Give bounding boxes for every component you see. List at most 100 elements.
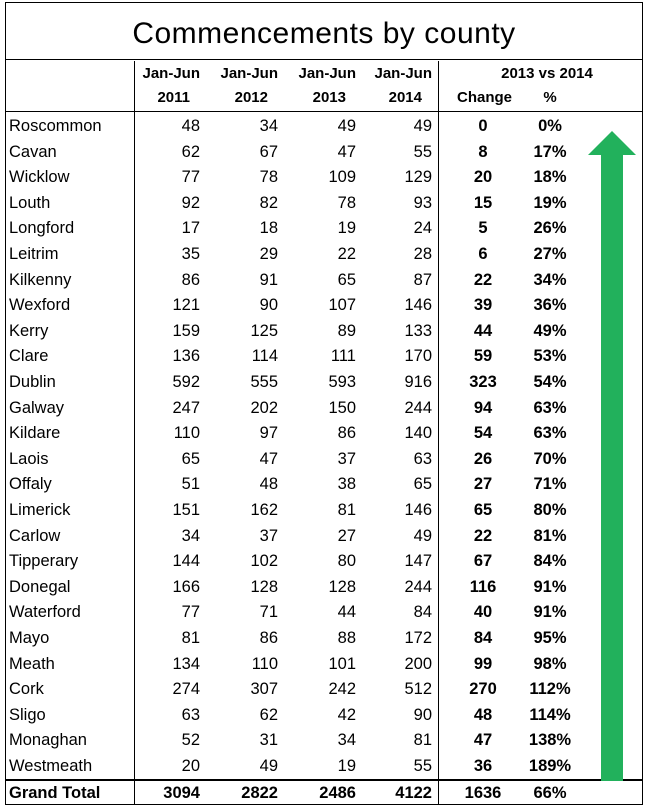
value-2012: 78	[259, 168, 278, 187]
value-2012: 90	[259, 296, 278, 315]
value-2012: 37	[259, 526, 278, 545]
table-row: Meath 134 110 101 200 99 98%	[6, 652, 642, 678]
value-2014: 81	[413, 731, 432, 750]
change-value: 99	[473, 654, 493, 673]
change-value: 6	[478, 245, 488, 263]
value-2012: 307	[250, 680, 278, 699]
table-row: Carlow 34 37 27 49 22 81%	[6, 524, 642, 550]
pct-value: 17%	[533, 142, 567, 161]
pct-value: 18%	[533, 168, 567, 187]
divider	[134, 61, 135, 804]
value-2014: 55	[413, 142, 432, 161]
value-2013: 89	[337, 321, 356, 340]
pct-value: 27%	[533, 245, 567, 263]
value-2011: 151	[172, 501, 200, 519]
change-value: 0	[478, 117, 488, 135]
pct-value: 84%	[533, 552, 567, 571]
value-2014: 84	[413, 603, 432, 622]
county: Galway	[9, 398, 65, 417]
total-pct: 66%	[533, 784, 567, 802]
value-2012: 110	[251, 654, 278, 673]
value-2014: 28	[413, 245, 432, 263]
table-row: Wicklow 77 78 109 129 20 18%	[6, 165, 642, 191]
value-2012: 48	[259, 475, 278, 494]
table-row: Monaghan 52 31 34 81 47 138%	[6, 728, 642, 754]
value-2011: 136	[172, 347, 200, 366]
county: Louth	[9, 193, 51, 212]
value-2012: 82	[259, 193, 278, 212]
value-2011: 81	[181, 629, 200, 647]
value-2011: 86	[181, 270, 200, 289]
value-2013: 128	[328, 577, 356, 596]
value-2012: 62	[259, 705, 278, 724]
county: Offaly	[9, 475, 52, 494]
value-2012: 91	[259, 270, 278, 289]
pct-value: 63%	[533, 398, 567, 417]
table-row: Kildare 110 97 86 140 54 63%	[6, 421, 642, 447]
change-value: 94	[473, 398, 493, 417]
total-2012: 2822	[241, 784, 278, 802]
value-2011: 20	[181, 757, 200, 775]
value-2011: 110	[173, 424, 200, 443]
value-2011: 274	[172, 680, 200, 699]
county: Cavan	[9, 142, 57, 161]
value-2014: 200	[404, 654, 432, 673]
value-2011: 166	[172, 577, 200, 596]
value-2014: 146	[404, 501, 432, 519]
value-2013: 88	[337, 629, 356, 647]
value-2013: 19	[337, 757, 356, 775]
value-2011: 77	[181, 603, 200, 622]
value-2012: 162	[250, 501, 278, 519]
header-2014-top: Jan-Jun	[374, 65, 432, 82]
header-2014: 2014	[388, 89, 422, 106]
value-2012: 128	[250, 577, 278, 596]
total-2013: 2486	[319, 784, 356, 802]
value-2012: 202	[250, 398, 278, 417]
county: Monaghan	[9, 731, 87, 750]
table-row: Laois 65 47 37 63 26 70%	[6, 447, 642, 473]
county: Kerry	[9, 321, 49, 340]
value-2014: 24	[413, 219, 432, 238]
change-value: 8	[478, 142, 488, 161]
value-2011: 17	[181, 219, 200, 238]
total-label: Grand Total	[9, 784, 101, 802]
commencements-table: Commencements by county Jan-Jun 2011 Jan…	[5, 2, 643, 805]
value-2013: 81	[337, 501, 356, 519]
value-2014: 65	[413, 475, 432, 494]
value-2012: 34	[259, 117, 278, 135]
table-row: Tipperary 144 102 80 147 67 84%	[6, 549, 642, 575]
change-value: 15	[473, 193, 493, 212]
value-2011: 51	[181, 475, 200, 494]
value-2013: 101	[328, 654, 356, 673]
value-2011: 63	[181, 705, 200, 724]
county: Leitrim	[9, 245, 59, 263]
county: Mayo	[9, 629, 50, 647]
value-2014: 90	[413, 705, 432, 724]
value-2013: 49	[337, 117, 356, 135]
value-2012: 49	[259, 757, 278, 775]
divider	[6, 111, 642, 112]
table-row: Louth 92 82 78 93 15 19%	[6, 191, 642, 217]
value-2012: 71	[259, 603, 278, 622]
table-row: Roscommon 48 34 49 49 0 0%	[6, 114, 642, 140]
change-value: 67	[473, 552, 493, 571]
pct-value: 0%	[538, 117, 562, 135]
header-2011-top: Jan-Jun	[142, 65, 200, 82]
value-2014: 172	[404, 629, 432, 647]
county: Wicklow	[9, 168, 70, 187]
header-2013: 2013	[312, 89, 346, 106]
value-2013: 27	[337, 526, 356, 545]
table-row: Limerick 151 162 81 146 65 80%	[6, 498, 642, 524]
table-row: Kilkenny 86 91 65 87 22 34%	[6, 268, 642, 294]
change-value: 323	[469, 373, 497, 391]
value-2013: 111	[330, 347, 356, 366]
value-2014: 146	[404, 296, 432, 315]
table-row: Donegal 166 128 128 244 116 91%	[6, 575, 642, 601]
table-row: Waterford 77 71 44 84 40 91%	[6, 600, 642, 626]
value-2012: 31	[259, 731, 278, 750]
value-2013: 44	[337, 603, 356, 622]
change-value: 22	[473, 526, 493, 545]
value-2013: 34	[337, 731, 356, 750]
pct-value: 189%	[528, 757, 572, 775]
change-value: 116	[469, 577, 497, 596]
